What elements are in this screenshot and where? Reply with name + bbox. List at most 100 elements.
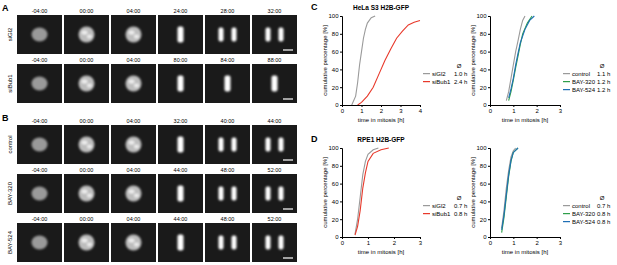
legend-label: control — [572, 203, 590, 209]
y-axis: 020406080100 — [328, 145, 342, 240]
legend-label: BAY-524 — [572, 87, 596, 93]
time-label: 44:00 — [174, 216, 188, 222]
tick-mark — [488, 148, 490, 149]
anaphase-chromatids — [266, 138, 271, 152]
tick-label: 40 — [332, 199, 339, 205]
tick-mark — [340, 219, 342, 220]
tick: 3 — [419, 237, 423, 246]
micrograph-background — [252, 64, 297, 103]
micrograph — [205, 125, 250, 164]
condition-label: BAY-320 — [7, 181, 13, 205]
legend-title: Ø — [457, 195, 462, 201]
tick-label: 0 — [489, 108, 493, 114]
cell — [79, 137, 95, 153]
legend: ØsiGl21.0 hsiBub12.4 h — [423, 63, 467, 85]
tick: 40 — [480, 199, 490, 205]
cell — [266, 138, 284, 152]
cell — [178, 186, 184, 202]
tick-label: 80 — [332, 163, 339, 169]
tick-mark — [340, 148, 342, 149]
tick-label: 20 — [332, 85, 339, 91]
time-label: 52:00 — [268, 216, 282, 222]
chromatin-spot — [87, 194, 92, 198]
cell — [219, 236, 237, 250]
chromatin-spot — [87, 35, 92, 39]
cell — [32, 28, 48, 42]
tick-mark — [537, 105, 538, 107]
series-line — [352, 16, 375, 105]
tick-mark — [340, 16, 342, 17]
cell — [32, 236, 48, 250]
tick-label: 60 — [332, 49, 339, 55]
axis-line — [340, 149, 343, 238]
y-axis-title: cumulative percentage [%] — [470, 157, 476, 228]
chromatin — [126, 27, 142, 43]
y-axis-title: cumulative percentage [%] — [322, 25, 328, 96]
tick-mark — [488, 105, 490, 106]
axis-line — [488, 149, 491, 238]
micrograph — [205, 64, 250, 103]
cell — [178, 27, 184, 43]
micrograph — [158, 15, 203, 54]
legend-label: siGl2 — [432, 71, 446, 77]
tick-mark — [340, 52, 342, 53]
tick: 0 — [335, 234, 342, 240]
panel-label: C — [311, 2, 318, 12]
micrograph-background — [64, 15, 109, 54]
tick: 60 — [480, 49, 490, 55]
nucleus — [32, 187, 48, 201]
micrograph-background — [252, 125, 297, 164]
legend-mean: 1.2 h — [597, 79, 610, 85]
cell — [178, 235, 184, 251]
anaphase-chromatids — [219, 138, 224, 152]
legend-title: Ø — [600, 63, 605, 69]
chromatin-spot — [87, 243, 92, 247]
scale-bar — [283, 257, 293, 258]
panel-title: RPE1 H2B-GFP — [357, 136, 405, 143]
tick: 3 — [559, 237, 563, 246]
tick: 1 — [367, 237, 371, 246]
micrograph-background — [158, 64, 203, 103]
chromatin — [79, 186, 95, 202]
tick-mark — [488, 166, 490, 167]
time-label: -04:00 — [32, 57, 48, 63]
metaphase-plate — [178, 76, 184, 92]
micrograph-background — [111, 223, 156, 262]
tick-mark — [340, 87, 342, 88]
tick: 0 — [489, 237, 493, 246]
tick: 60 — [332, 181, 342, 187]
axis-line — [491, 106, 561, 108]
tick: 3 — [399, 105, 403, 114]
micrograph — [17, 174, 62, 213]
series-line — [502, 148, 518, 233]
micrograph — [111, 15, 156, 54]
scale-bar — [283, 208, 293, 209]
chart: 0123020406080100time in mitosis [h]cumul… — [470, 145, 610, 255]
tick: 1 — [512, 237, 516, 246]
chromatin-spot — [87, 145, 92, 149]
tick-label: 80 — [480, 31, 487, 37]
micrograph — [64, 64, 109, 103]
legend-label: siBub1 — [432, 79, 451, 85]
chromatin — [126, 186, 142, 202]
tick: 100 — [476, 13, 490, 19]
anaphase-chromatids — [219, 28, 224, 42]
tick-label: 20 — [480, 217, 487, 223]
tick-label: 2 — [535, 240, 539, 246]
micrograph — [111, 223, 156, 262]
micrograph-background — [111, 15, 156, 54]
tick-mark — [513, 105, 514, 107]
tick-mark — [340, 237, 342, 238]
anaphase-chromatids — [232, 138, 237, 152]
legend-mean: 0.8 h — [597, 211, 610, 217]
panel-label: B — [2, 113, 9, 123]
tick-mark — [340, 201, 342, 202]
micrograph-background — [252, 174, 297, 213]
tick: 60 — [332, 49, 342, 55]
legend-mean: 1.1 h — [597, 71, 610, 77]
chromatin — [79, 137, 95, 153]
cell — [126, 137, 142, 153]
micrograph-background — [64, 125, 109, 164]
micrograph-background — [205, 64, 250, 103]
scale-bar — [283, 98, 293, 99]
